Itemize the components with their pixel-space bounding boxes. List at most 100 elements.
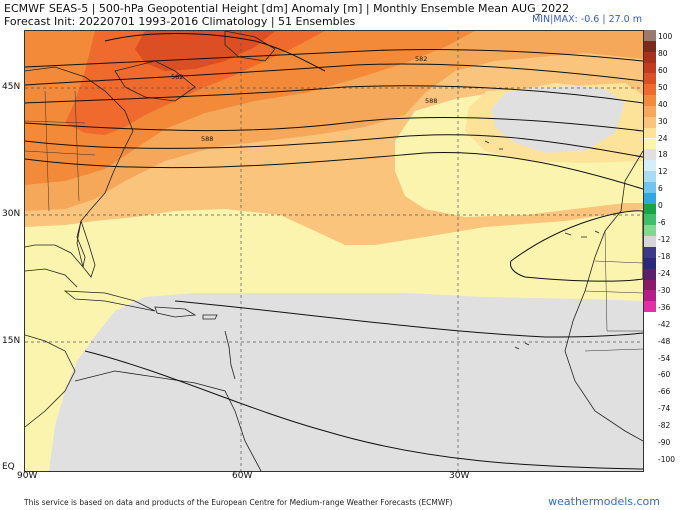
borders <box>25 90 643 352</box>
contour-line-6 <box>25 152 643 190</box>
colorbar-swatch <box>644 95 656 106</box>
contour-line-7 <box>104 33 326 72</box>
gulf-coast <box>25 268 78 288</box>
contour-line-9 <box>174 300 643 338</box>
colorbar-tick-label: -90 <box>658 438 671 448</box>
coastlines <box>25 31 643 471</box>
lesser-antilles <box>224 330 236 380</box>
contour-line-8 <box>510 210 643 282</box>
colorbar-tick-label: 80 <box>658 48 668 58</box>
contour-line-3 <box>25 85 643 104</box>
colorbar-tick-label: 40 <box>658 99 668 109</box>
cuba <box>63 290 156 312</box>
south-america-coast <box>74 370 262 471</box>
north-america-coast <box>25 66 134 268</box>
canary-islands <box>564 230 600 238</box>
negative-anomaly-azores <box>491 83 625 153</box>
colorbar-tick-label: 50 <box>658 82 668 92</box>
colorbar-tick-label: 100 <box>658 32 673 41</box>
colorbar-swatch <box>644 51 656 63</box>
central-america <box>25 334 76 428</box>
colorbar-tick-label: -66 <box>658 387 671 397</box>
colorbar-tick-label: -54 <box>658 353 671 363</box>
colorbar-swatch <box>644 105 656 117</box>
colorbar-tick-label: 30 <box>658 116 668 126</box>
us-state-lines <box>25 90 96 212</box>
colorbar-tick-label: -100 <box>658 455 676 465</box>
colorbar-swatch <box>644 171 656 182</box>
chart-title: ECMWF SEAS-5 | 500-hPa Geopotential Heig… <box>4 2 569 28</box>
colorbar-swatch <box>644 247 656 258</box>
brand-link[interactable]: weathermodels.com <box>548 495 660 508</box>
lon-label-30w: 30W <box>449 471 470 481</box>
height-contours <box>25 33 643 470</box>
colorbar-swatch <box>644 116 656 128</box>
colorbar-swatch <box>644 279 656 291</box>
puerto-rico <box>202 314 218 320</box>
lat-label-30n: 30N <box>2 209 21 219</box>
africa-coast <box>564 150 643 442</box>
colorbar-tick-label: -6 <box>658 218 666 228</box>
min-max-values: -0.6 | 27.0 m <box>580 14 642 25</box>
lat-label-15n: 15N <box>2 336 21 346</box>
colorbar-swatch <box>644 236 656 247</box>
colorbar-tick-label: 60 <box>658 65 668 75</box>
azores <box>484 140 503 150</box>
colorbar-swatch <box>644 138 656 150</box>
colorbar-swatch <box>644 149 656 161</box>
anomaly-band-azores-ring <box>465 83 643 163</box>
colorbar-swatch <box>644 214 656 226</box>
colorbar-tick-label: 12 <box>658 167 668 177</box>
colorbar-tick-label: -12 <box>658 235 671 245</box>
anomaly-band-24-30 <box>65 31 325 135</box>
contour-line-1 <box>25 48 643 68</box>
map-panel: 582 588 588 582 <box>24 30 644 472</box>
colorbar-swatch <box>644 84 656 96</box>
hispaniola <box>154 306 197 318</box>
lon-label-60w: 60W <box>232 471 253 481</box>
colorbar-swatch <box>644 127 656 139</box>
colorbar-swatch <box>644 268 656 280</box>
contour-line-2 <box>25 63 643 86</box>
colorbar-tick-label: 18 <box>658 150 668 160</box>
colorbar-swatch <box>644 290 656 302</box>
colorbar-swatch <box>644 192 656 204</box>
colorbar-swatch <box>644 181 656 193</box>
colorbar-swatch <box>644 62 656 74</box>
colorbar-tick-label: -18 <box>658 252 671 261</box>
title-line-2: Forecast Init: 20220701 1993-2016 Climat… <box>4 15 356 28</box>
colorbar-tick-label: -36 <box>658 302 671 312</box>
colorbar-tick-label: -60 <box>658 370 671 380</box>
africa-borders <box>584 230 643 352</box>
colorbar-tick-label: -48 <box>658 336 671 346</box>
contour-labels: 582 588 588 582 <box>171 55 437 143</box>
colorbar-tick-label: -74 <box>658 404 671 414</box>
lat-label-eq: EQ <box>2 462 15 472</box>
min-max-prefix: MIN|MAX: <box>532 14 581 25</box>
newfoundland <box>224 31 276 62</box>
colorbar-swatch <box>644 301 656 313</box>
colorbar-swatch <box>644 160 656 172</box>
colorbar-tick-label: -42 <box>658 319 671 329</box>
cape-verde <box>514 342 530 350</box>
lat-label-45n: 45N <box>2 82 21 92</box>
colorbar-tick-label: 6 <box>658 184 663 194</box>
anomaly-core-max <box>135 31 275 71</box>
colorbar-tick-label: -30 <box>658 285 671 295</box>
colorbar-swatch <box>644 203 656 215</box>
colorbar-swatch <box>644 257 656 269</box>
contour-line-10 <box>84 350 643 470</box>
anomaly-map: 582 588 588 582 <box>25 31 643 471</box>
contour-label: 588 <box>425 97 437 105</box>
data-credit: This service is based on data and produc… <box>24 498 453 507</box>
min-max-readout: MIN|MAX: -0.6 | 27.0 m <box>532 14 642 25</box>
lon-label-90w: 90W <box>17 471 38 481</box>
colorbar-swatch <box>644 225 656 237</box>
colorbar-tick-label: -82 <box>658 421 671 431</box>
colorbar-swatch <box>644 40 656 52</box>
contour-label: 582 <box>171 73 183 81</box>
florida <box>76 220 96 278</box>
colorbar-swatch <box>644 30 656 41</box>
contour-label: 588 <box>201 135 213 143</box>
canada-maritimes <box>114 60 196 102</box>
